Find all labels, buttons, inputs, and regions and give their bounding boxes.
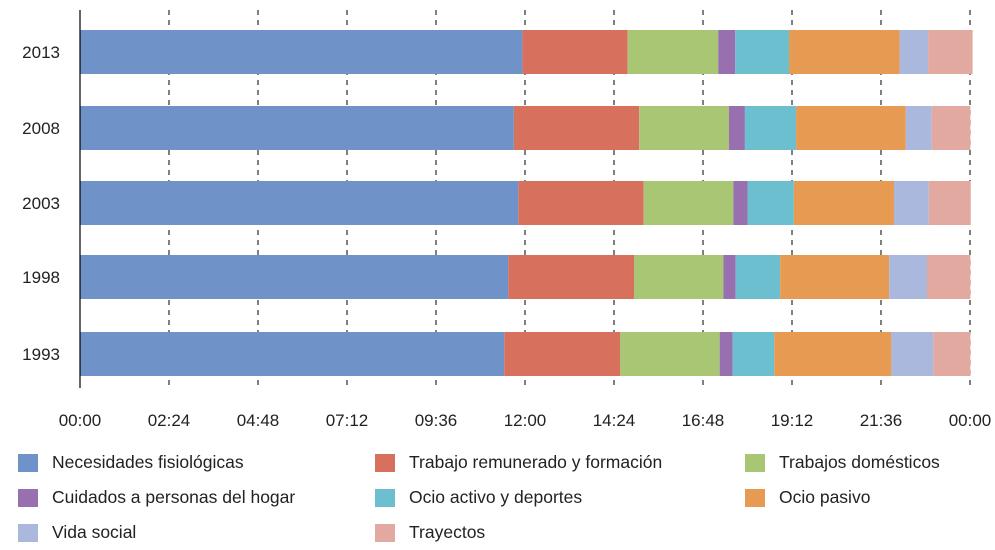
bar-segment xyxy=(735,30,790,74)
bar-segment xyxy=(513,106,640,150)
x-tick-label: 00:00 xyxy=(949,411,992,430)
stacked-bar-chart: 00:00 02:24 04:48 07:12 09:36 12:00 14:24 16:48… xyxy=(22,10,991,430)
x-tick-label: 00:00 xyxy=(59,411,102,430)
legend-label: Trayectos xyxy=(409,522,486,542)
legend-item: Trayectos xyxy=(375,522,485,543)
y-tick-label: 2013 xyxy=(22,43,60,62)
legend-item: Necesidades fisiológicas xyxy=(18,452,244,473)
y-tick-label: 2003 xyxy=(22,194,60,213)
bar-segment xyxy=(518,181,644,225)
legend-swatch xyxy=(745,488,765,507)
bar-segment xyxy=(789,30,900,74)
x-tick-label: 04:48 xyxy=(237,411,280,430)
bar-segment xyxy=(928,181,971,225)
bar-segment xyxy=(744,106,797,150)
x-tick-label: 21:36 xyxy=(860,411,903,430)
legend-swatch xyxy=(18,523,38,542)
x-tick-label: 02:24 xyxy=(148,411,191,430)
bar-segment xyxy=(928,30,973,74)
x-tick-label: 07:12 xyxy=(326,411,369,430)
x-tick-label: 09:36 xyxy=(415,411,458,430)
bars xyxy=(80,30,973,376)
bar-segment xyxy=(728,106,745,150)
legend-item: Vida social xyxy=(18,522,136,543)
bar-segment xyxy=(522,30,628,74)
bar-segment xyxy=(889,255,927,299)
bar-segment xyxy=(793,181,894,225)
bar-segment xyxy=(780,255,890,299)
bar-segment xyxy=(891,332,934,376)
legend-item: Ocio activo y deportes xyxy=(375,487,582,508)
bar-segment xyxy=(643,181,734,225)
bar-segment xyxy=(931,106,971,150)
legend-label: Trabajos domésticos xyxy=(779,452,940,472)
x-tick-label: 16:48 xyxy=(682,411,725,430)
bar-segment xyxy=(747,181,794,225)
legend-label: Trabajo remunerado y formación xyxy=(409,452,663,472)
legend-item: Trabajo remunerado y formación xyxy=(375,452,662,473)
legend-swatch xyxy=(745,453,765,472)
legend-item: Ocio pasivo xyxy=(745,487,870,508)
bar-segment xyxy=(718,30,736,74)
bar-segment xyxy=(634,255,724,299)
bar-segment xyxy=(80,332,505,376)
bar-segment xyxy=(627,30,719,74)
legend-label: Cuidados a personas del hogar xyxy=(52,487,296,507)
bar-segment xyxy=(933,332,971,376)
bar-segment xyxy=(733,181,748,225)
y-tick-label: 2008 xyxy=(22,119,60,138)
bar-segment xyxy=(926,255,971,299)
tick-labels: 00:00 02:24 04:48 07:12 09:36 12:00 14:24 16:48… xyxy=(22,43,991,430)
bar-segment xyxy=(80,255,509,299)
legend-swatch xyxy=(18,488,38,507)
bar-segment xyxy=(796,106,906,150)
x-tick-label: 14:24 xyxy=(593,411,636,430)
bar-segment xyxy=(723,255,736,299)
x-tick-label: 12:00 xyxy=(504,411,547,430)
legend-swatch xyxy=(375,523,395,542)
legend-label: Ocio activo y deportes xyxy=(409,487,583,507)
x-tick-label: 19:12 xyxy=(771,411,814,430)
legend-item: Trabajos domésticos xyxy=(745,452,940,473)
bar-segment xyxy=(504,332,621,376)
legend-swatch xyxy=(18,453,38,472)
bar-segment xyxy=(774,332,892,376)
bar-segment xyxy=(732,332,775,376)
bar-segment xyxy=(899,30,929,74)
y-tick-label: 1998 xyxy=(22,268,60,287)
legend-item: Cuidados a personas del hogar xyxy=(18,487,295,508)
legend-label: Ocio pasivo xyxy=(779,487,871,507)
legend-swatch xyxy=(375,488,395,507)
bar-segment xyxy=(80,30,523,74)
legend-swatch xyxy=(375,453,395,472)
legend-label: Vida social xyxy=(52,522,137,542)
bar-segment xyxy=(719,332,733,376)
bar-segment xyxy=(905,106,932,150)
bar-segment xyxy=(639,106,729,150)
bar-segment xyxy=(508,255,635,299)
bar-segment xyxy=(80,106,514,150)
bar-segment xyxy=(80,181,519,225)
bar-segment xyxy=(620,332,720,376)
legend-label: Necesidades fisiológicas xyxy=(52,452,244,472)
bar-segment xyxy=(893,181,929,225)
y-tick-label: 1993 xyxy=(22,345,60,364)
bar-segment xyxy=(735,255,781,299)
